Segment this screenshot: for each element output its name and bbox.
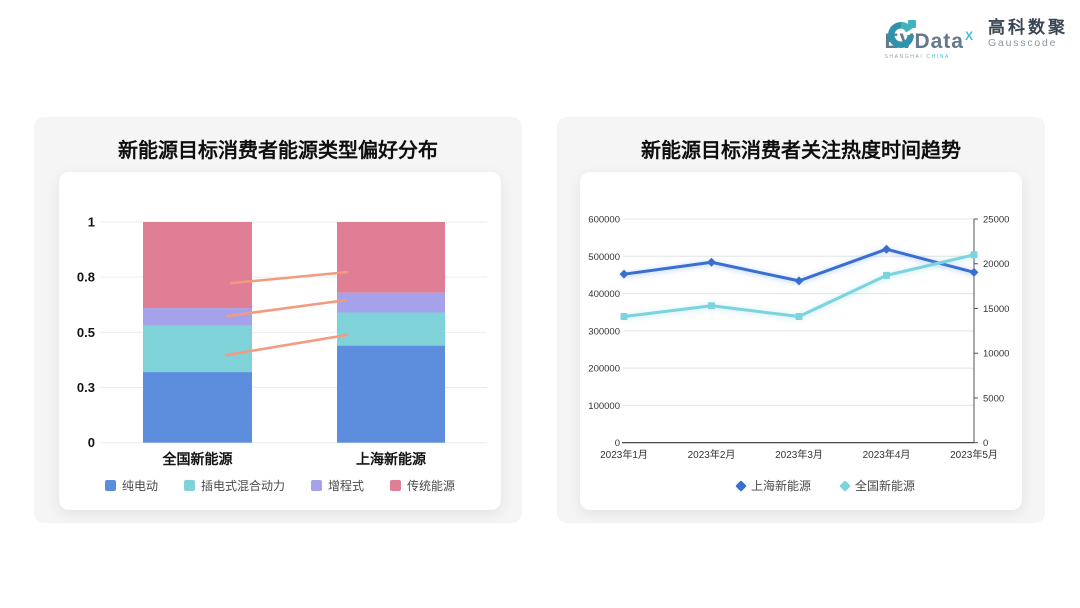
left-axis-tick-label: 300000 (588, 326, 620, 337)
left-axis-tick-label: 400000 (588, 289, 620, 300)
bar-chart-legend: 纯电动 插电式混合动力 增程式 传统能源 (59, 477, 501, 494)
legend-item-全国新能源[interactable]: 全国新能源 (839, 477, 916, 494)
gausscode-cn-name: 高科数聚 (988, 18, 1068, 37)
data-point-全国新能源 (883, 271, 890, 279)
header-logos: EVDataX SHANGHAI CHINA 高科数聚 Gausscode (884, 18, 1068, 60)
legend-marker-icon (839, 479, 851, 492)
left-axis-tick-label: 0 (615, 438, 620, 449)
data-point-上海新能源 (794, 276, 804, 286)
data-point-上海新能源 (882, 244, 891, 254)
y-axis-tick-label: 0 (88, 435, 95, 450)
y-axis-tick-label: 0.3 (77, 380, 95, 395)
bar-segment-传统能源 (337, 222, 445, 293)
y-axis-tick-label: 0.5 (77, 325, 95, 340)
left-axis-tick-label: 500000 (588, 252, 620, 263)
legend-label: 纯电动 (121, 479, 158, 493)
line-chart-title: 新能源目标消费者关注热度时间趋势 (641, 140, 961, 162)
x-axis-tick-label: 2023年1月 (600, 448, 648, 461)
stacked-bar-chart: 0 0.3 0.5 0.8 1 全国新能源 上海新能源 (77, 215, 487, 467)
left-axis-tick-label: 600000 (588, 215, 620, 226)
line-chart-panel: 0 100000 200000 300000 400000 500000 600000 0 50… (580, 172, 1022, 510)
right-axis-tick-label: 0 (983, 438, 988, 449)
right-axis-tick-label: 15000 (983, 304, 1009, 315)
evdata-tagline: SHANGHAI CHINA (884, 54, 950, 60)
bar-segment-纯电动 (337, 345, 445, 443)
attention-trend-card: 新能源目标消费者关注热度时间趋势 0 100000 200000 300000 4000… (557, 117, 1045, 523)
data-point-全国新能源 (620, 313, 628, 321)
legend-label: 上海新能源 (750, 479, 811, 493)
legend-item-增程式[interactable]: 增程式 (311, 477, 364, 494)
bar-segment-传统能源 (143, 222, 252, 309)
right-axis-tick-label: 25000 (983, 215, 1009, 226)
y-axis-tick-label: 1 (88, 215, 95, 230)
data-point-全国新能源 (795, 313, 803, 321)
legend-item-纯电动[interactable]: 纯电动 (104, 477, 158, 494)
x-axis-tick-label: 2023年2月 (688, 448, 736, 461)
x-axis-tick-label: 2023年5月 (950, 448, 998, 461)
legend-swatch-icon (390, 480, 402, 491)
right-axis-tick-label: 10000 (983, 349, 1009, 360)
data-point-上海新能源 (619, 269, 629, 279)
annotation-connector-line (226, 298, 348, 318)
data-point-全国新能源 (970, 251, 978, 259)
gausscode-mark-icon (888, 20, 917, 48)
right-axis-tick-label: 20000 (983, 259, 1009, 270)
x-axis-tick-label: 2023年4月 (863, 448, 911, 461)
legend-item-插电式混合动力[interactable]: 插电式混合动力 (183, 477, 285, 494)
bar-category-label: 上海新能源 (356, 451, 426, 467)
line-chart-legend: 上海新能源 全国新能源 (605, 477, 1047, 494)
legend-label: 全国新能源 (855, 479, 916, 493)
annotation-connector-line (229, 270, 348, 285)
legend-marker-icon (735, 479, 747, 492)
bar-chart-title: 新能源目标消费者能源类型偏好分布 (118, 140, 438, 162)
bar-segment-纯电动 (143, 372, 252, 443)
data-point-全国新能源 (708, 302, 715, 310)
bar-segment-增程式 (143, 308, 252, 326)
data-point-上海新能源 (969, 267, 979, 277)
bar-segment-插电式混合动力 (143, 325, 252, 373)
bar-chart-panel: 0 0.3 0.5 0.8 1 全国新能源 上海新能源 纯电动 插电式混合动力 增程式 传统能源 (59, 172, 501, 510)
legend-swatch-icon (311, 480, 322, 491)
bar-segment-增程式 (337, 292, 445, 313)
x-axis-tick-label: 2023年3月 (775, 448, 823, 461)
data-point-上海新能源 (707, 257, 716, 267)
legend-swatch-icon (183, 480, 195, 491)
legend-item-上海新能源[interactable]: 上海新能源 (735, 477, 811, 494)
left-axis-tick-label: 100000 (588, 401, 620, 412)
series-line-上海新能源 (622, 247, 976, 283)
series-line-全国新能源 (622, 253, 976, 319)
trend-line-chart: 0 100000 200000 300000 400000 500000 600000 0 50… (588, 215, 1009, 462)
gausscode-logo: 高科数聚 Gausscode (888, 18, 1068, 49)
evdata-x-icon: X (964, 29, 974, 43)
legend-swatch-icon (104, 480, 116, 491)
bar-segment-插电式混合动力 (337, 312, 445, 346)
legend-label: 插电式混合动力 (200, 479, 285, 493)
right-axis-tick-label: 5000 (983, 393, 1004, 404)
left-axis-tick-label: 200000 (588, 364, 620, 375)
bar-category-label: 全国新能源 (162, 451, 233, 467)
legend-item-传统能源[interactable]: 传统能源 (390, 477, 455, 494)
energy-type-preference-card: 新能源目标消费者能源类型偏好分布 0 0.3 0.5 0.8 1 全国新能源 上海新能源 纯… (34, 117, 522, 523)
y-axis-tick-label: 0.8 (77, 270, 95, 285)
legend-label: 增程式 (328, 479, 365, 493)
annotation-connector-line (224, 333, 348, 357)
gausscode-en-name: Gausscode (988, 37, 1058, 49)
legend-label: 传统能源 (407, 479, 456, 493)
